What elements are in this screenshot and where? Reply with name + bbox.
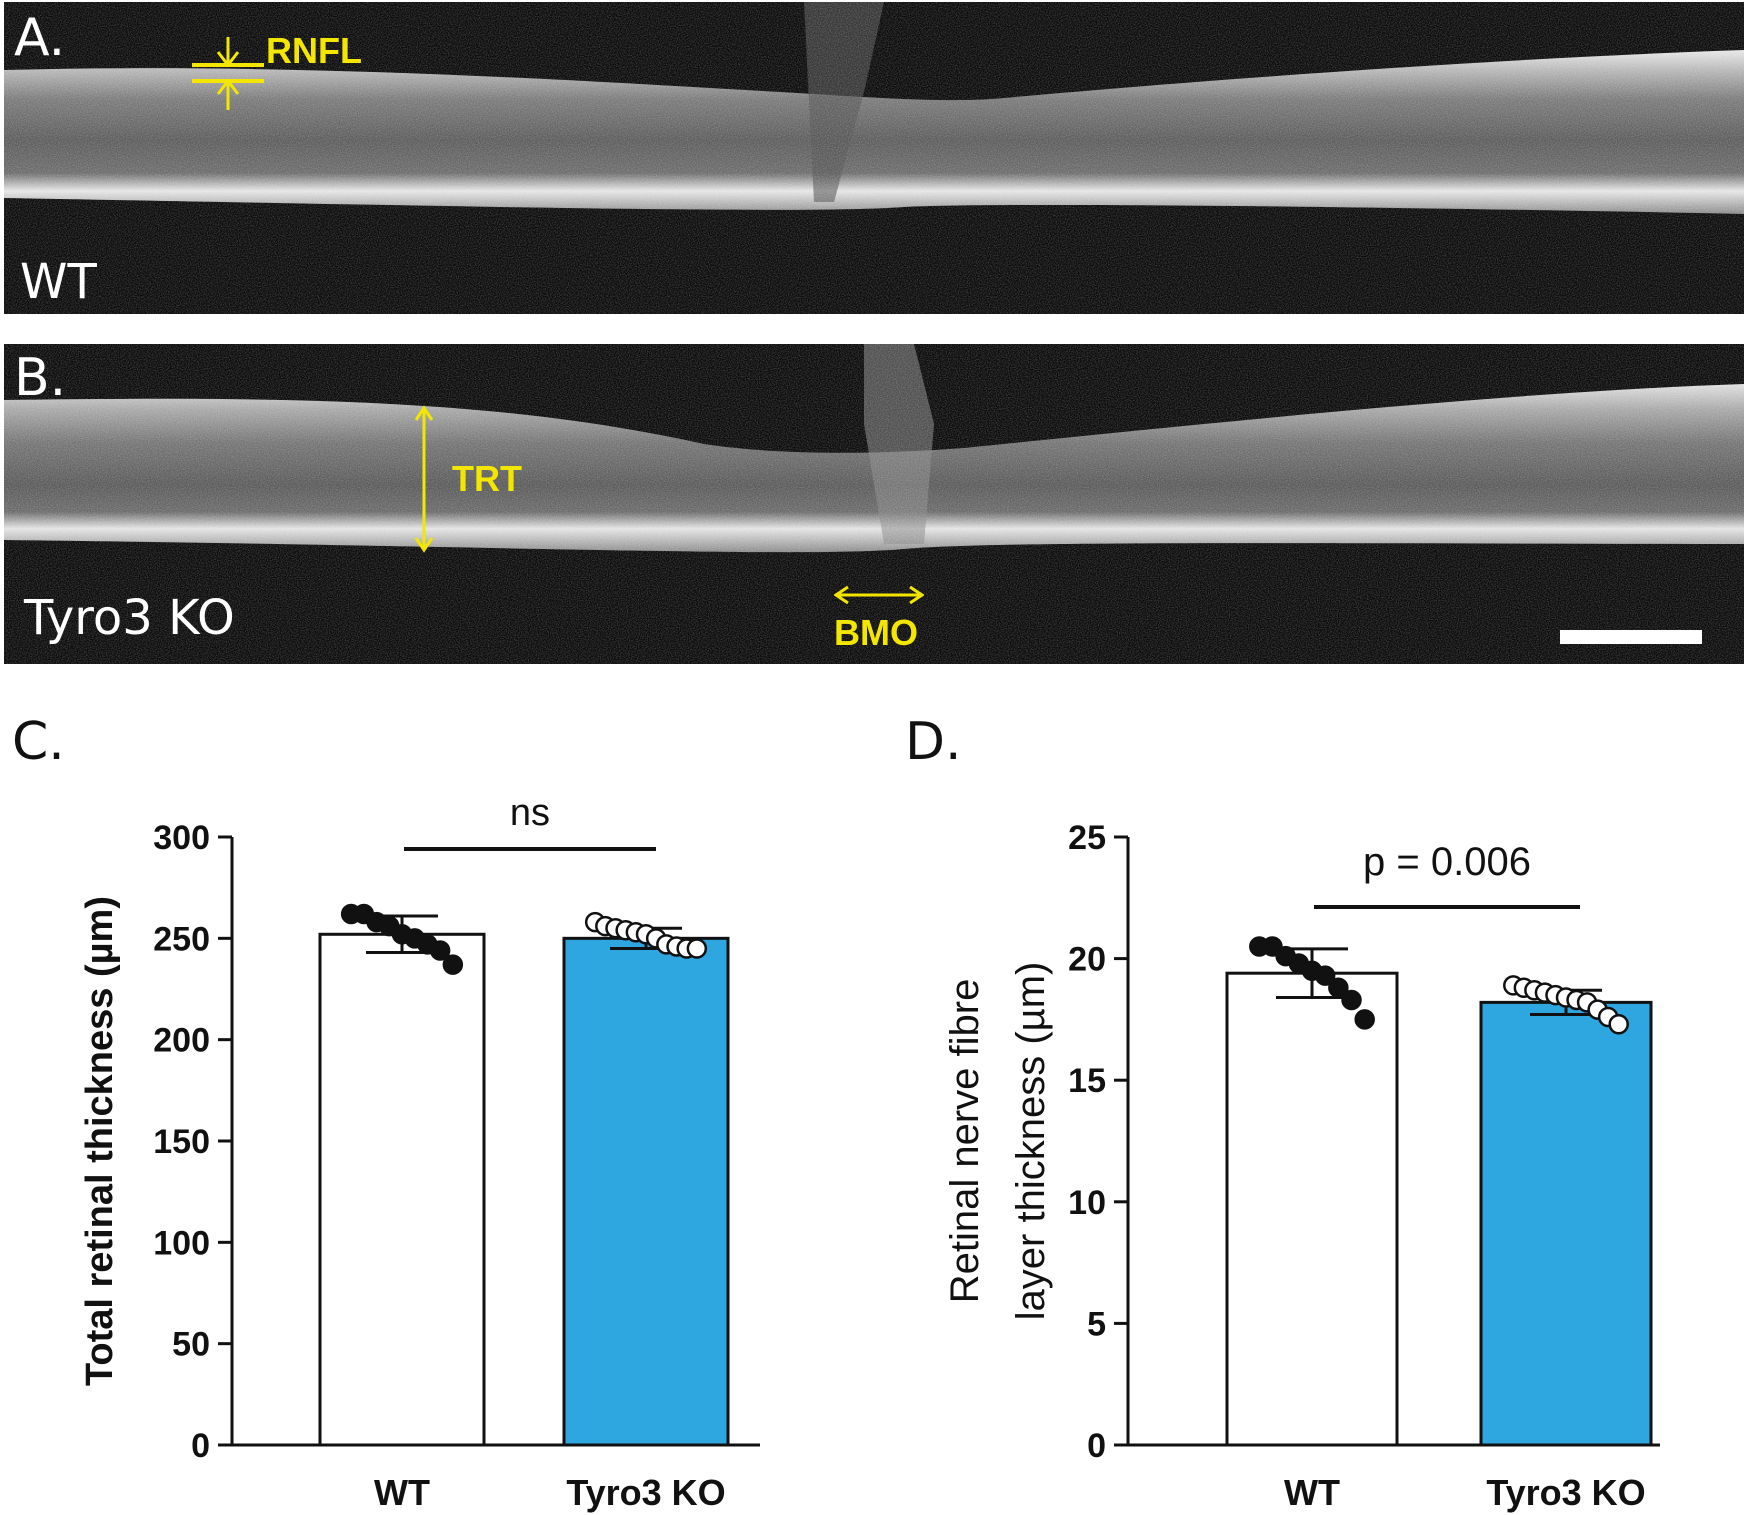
panel-a-letter: A. xyxy=(14,8,66,68)
bar-tyro3-ko xyxy=(1479,1000,1653,1447)
data-point xyxy=(1328,977,1349,999)
y-tick-label: 15 xyxy=(1068,1062,1106,1100)
data-point xyxy=(442,954,464,975)
y-axis-label: Retinal nerve fibre xyxy=(943,979,987,1304)
bmo-label: BMO xyxy=(834,612,918,653)
panel-b-letter: B. xyxy=(14,348,67,408)
y-tick-label: 0 xyxy=(191,1427,210,1465)
significance-label: p = 0.006 xyxy=(1363,840,1531,884)
oct-image-ko: TRT BMO B. Tyro3 KO xyxy=(4,344,1744,664)
x-tick-label: Tyro3 KO xyxy=(1486,1472,1645,1513)
bmo-marker xyxy=(834,585,924,605)
x-tick-label: WT xyxy=(1284,1472,1340,1513)
bar-tyro3-ko xyxy=(562,936,730,1447)
trt-marker xyxy=(414,405,434,553)
trt-label: TRT xyxy=(452,458,522,499)
group-label-wt: WT xyxy=(20,254,97,310)
y-tick-label: 20 xyxy=(1068,941,1106,979)
y-axis-label: layer thickness (µm) xyxy=(1009,962,1053,1321)
rnfl-marker xyxy=(192,37,264,110)
data-point xyxy=(1314,965,1336,986)
x-tick-label: WT xyxy=(374,1472,430,1513)
y-tick-label: 0 xyxy=(1087,1427,1106,1465)
y-tick-label: 200 xyxy=(153,1022,210,1060)
y-tick-label: 300 xyxy=(153,819,210,857)
y-tick-label: 250 xyxy=(153,920,210,958)
bar-wt xyxy=(318,932,486,1447)
group-label-ko: Tyro3 KO xyxy=(24,590,235,646)
data-point xyxy=(429,940,451,961)
chart-rnfl-thickness: 0 5 10 15 20 25 Retinal nerve fibre layer thick… xyxy=(943,819,1660,1513)
oct-scan-wt xyxy=(4,2,1744,314)
rnfl-label: RNFL xyxy=(266,30,362,71)
panel-c-letter: C. xyxy=(12,712,65,772)
y-tick-label: 5 xyxy=(1087,1305,1106,1343)
x-tick-label: Tyro3 KO xyxy=(566,1472,725,1513)
data-point xyxy=(686,938,708,959)
data-point xyxy=(1341,989,1362,1011)
chart-total-retinal-thickness: 0 50 100 150 200 250 300 Total retinal thicknes… xyxy=(79,792,760,1513)
y-tick-label: 10 xyxy=(1068,1184,1106,1222)
scale-bar xyxy=(1560,630,1702,644)
panel-d-letter: D. xyxy=(905,712,962,772)
data-point xyxy=(1354,1009,1375,1030)
data-point xyxy=(1608,1014,1629,1035)
oct-scan-ko xyxy=(4,344,1744,664)
y-tick-label: 50 xyxy=(172,1326,210,1364)
bar-wt xyxy=(1225,971,1399,1447)
y-tick-label: 150 xyxy=(153,1123,210,1161)
significance-label: ns xyxy=(510,792,550,834)
y-tick-label: 100 xyxy=(153,1224,210,1262)
y-axis-label: Total retinal thickness (µm) xyxy=(79,896,121,1386)
oct-image-wt: RNFL A. WT xyxy=(4,2,1744,314)
y-tick-label: 25 xyxy=(1068,819,1106,857)
